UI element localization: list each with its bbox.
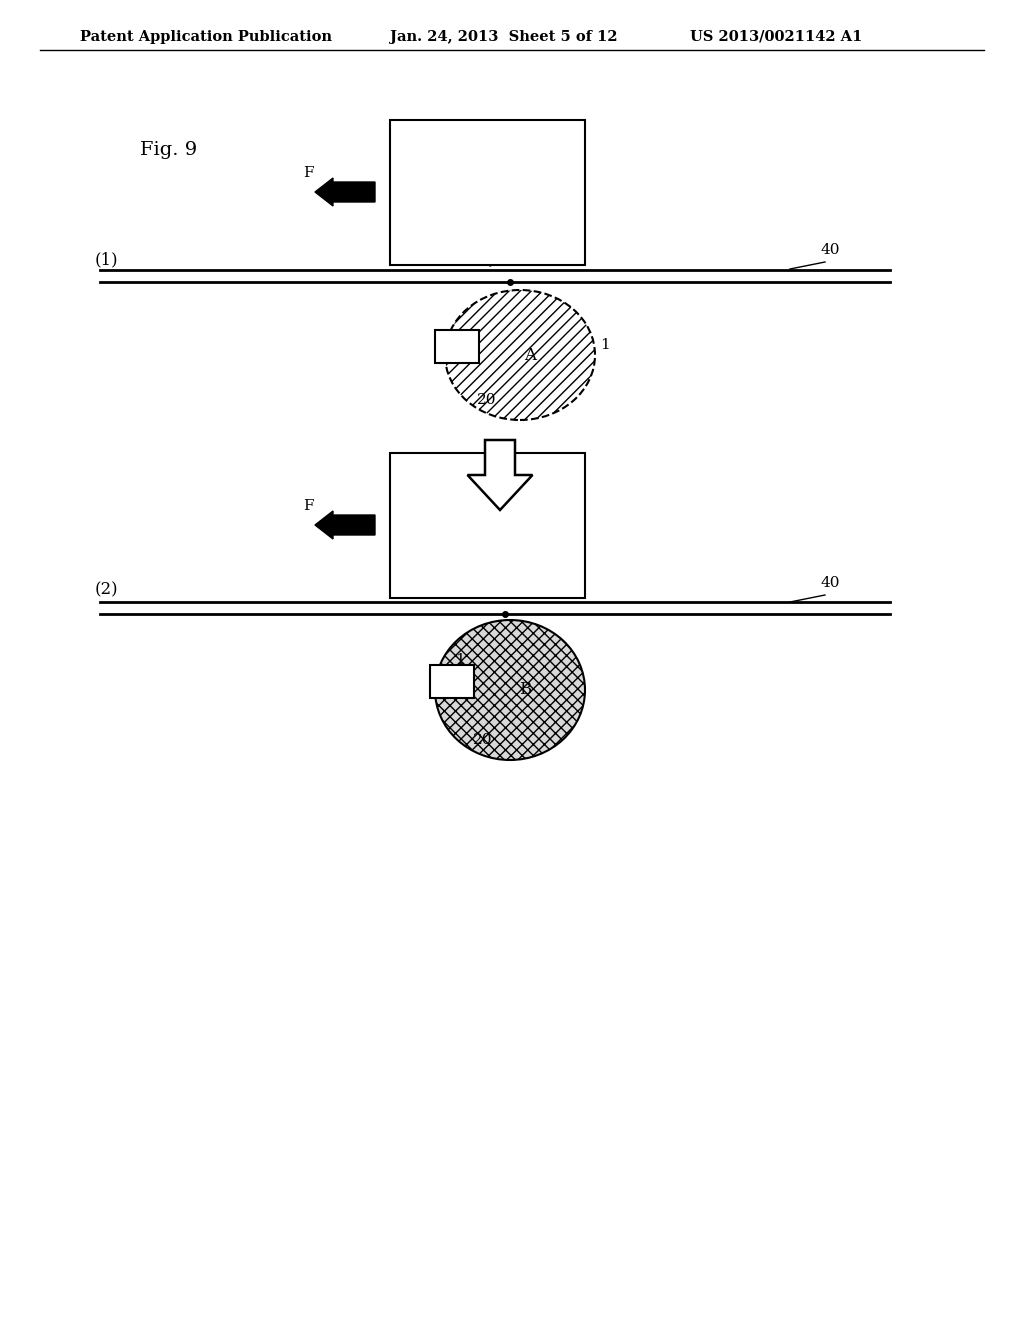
Text: (2): (2) xyxy=(95,582,119,598)
Text: F: F xyxy=(303,166,313,180)
Text: 20: 20 xyxy=(473,733,493,747)
Text: 30: 30 xyxy=(530,564,550,578)
Text: US 2013/0021142 A1: US 2013/0021142 A1 xyxy=(690,30,862,44)
Text: Fig. 9: Fig. 9 xyxy=(140,141,198,158)
Text: A: A xyxy=(524,346,536,363)
Text: 30: 30 xyxy=(530,231,550,246)
FancyArrow shape xyxy=(315,178,375,206)
Ellipse shape xyxy=(445,290,595,420)
Polygon shape xyxy=(468,440,532,510)
Text: B: B xyxy=(519,681,531,698)
Text: 40: 40 xyxy=(820,576,840,590)
Text: 1: 1 xyxy=(455,653,465,667)
Text: Patent Application Publication: Patent Application Publication xyxy=(80,30,332,44)
Bar xyxy=(390,453,585,598)
Bar xyxy=(435,330,479,363)
Text: 40: 40 xyxy=(820,243,840,257)
Text: (1): (1) xyxy=(95,252,119,268)
Text: 20: 20 xyxy=(477,393,497,407)
Bar xyxy=(430,665,474,698)
Text: Jan. 24, 2013  Sheet 5 of 12: Jan. 24, 2013 Sheet 5 of 12 xyxy=(390,30,617,44)
Text: 1: 1 xyxy=(600,338,609,352)
FancyArrow shape xyxy=(315,511,375,539)
Text: F: F xyxy=(303,499,313,513)
Bar xyxy=(390,120,585,265)
Ellipse shape xyxy=(435,620,585,760)
